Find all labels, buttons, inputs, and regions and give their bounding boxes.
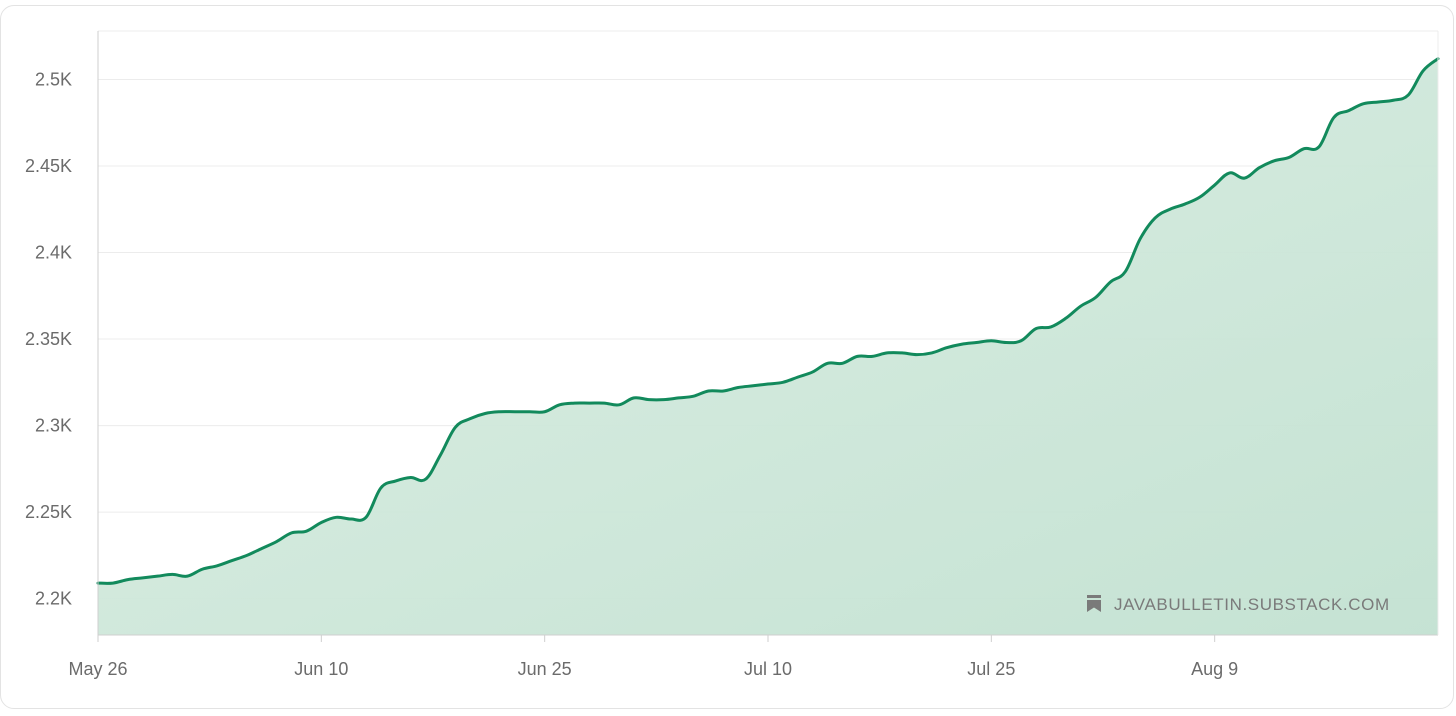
y-tick-label: 2.3K	[35, 416, 72, 436]
y-tick-label: 2.35K	[25, 329, 72, 349]
x-tick-label: Aug 9	[1191, 659, 1238, 679]
series-line	[96, 57, 1440, 585]
y-tick-label: 2.45K	[25, 156, 72, 176]
x-tick-label: Jun 10	[294, 659, 348, 679]
series-area-fill	[98, 58, 1438, 635]
y-tick-label: 2.25K	[25, 502, 72, 522]
x-tick-label: Jul 10	[744, 659, 792, 679]
y-axis-ticks: 2.2K 2.25K 2.3K 2.35K 2.4K 2.45K 2.5K	[25, 69, 72, 608]
y-tick-label: 2.2K	[35, 589, 72, 609]
y-tick-label: 2.4K	[35, 243, 72, 263]
x-tick-label: Jul 25	[967, 659, 1015, 679]
x-axis-ticks: May 26 Jun 10 Jun 25 Jul 10 Jul 25 Aug 9	[68, 635, 1238, 679]
y-tick-label: 2.5K	[35, 69, 72, 89]
x-tick-label: May 26	[68, 659, 127, 679]
x-tick-label: Jun 25	[518, 659, 572, 679]
watermark-text: JAVABULLETIN.SUBSTACK.COM	[1114, 595, 1390, 614]
watermark: JAVABULLETIN.SUBSTACK.COM	[1087, 595, 1390, 614]
bookmark-icon	[1087, 595, 1101, 612]
